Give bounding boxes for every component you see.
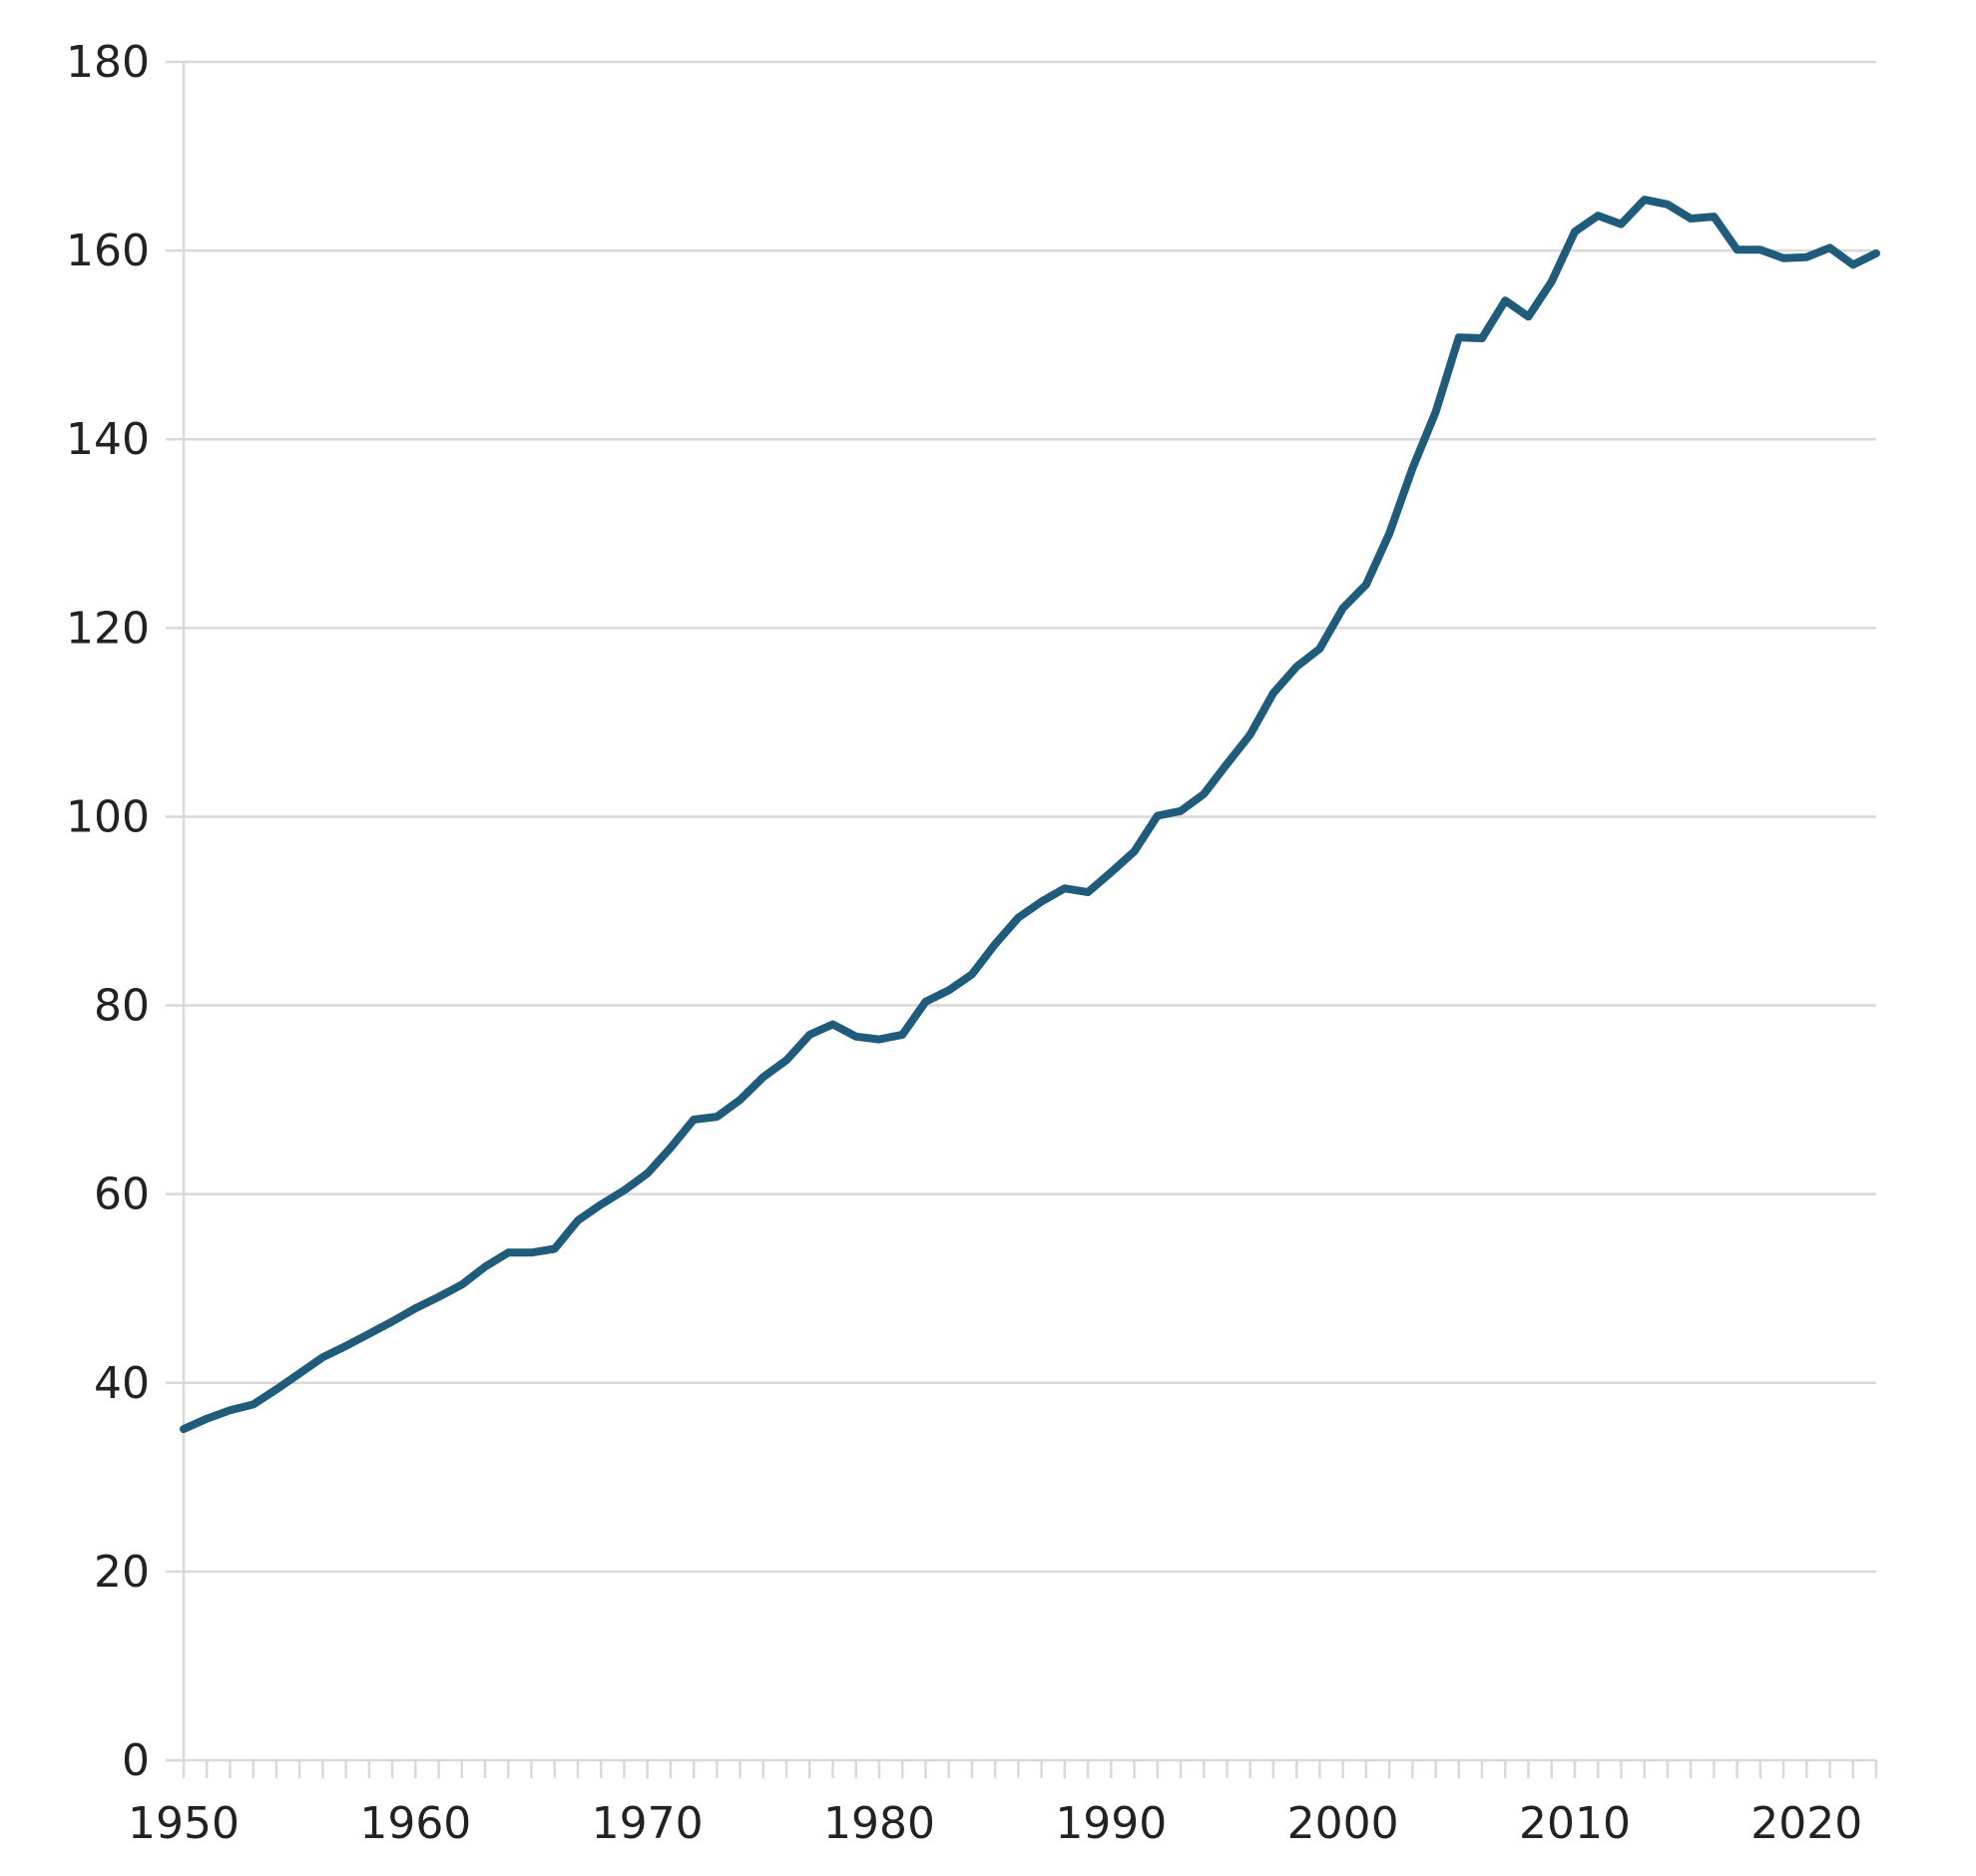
x-tick-label: 1950 — [128, 1798, 240, 1849]
y-tick-label: 80 — [94, 981, 150, 1032]
y-tick-label: 140 — [66, 414, 150, 465]
y-tick-label: 120 — [66, 603, 150, 654]
y-tick-label: 160 — [66, 226, 150, 276]
x-tick-label: 1980 — [823, 1798, 935, 1849]
series-group — [180, 196, 1880, 1434]
gridlines — [184, 60, 1876, 1574]
x-tick-label: 2010 — [1519, 1798, 1631, 1849]
x-tick-label: 1970 — [592, 1798, 704, 1849]
x-tick-label: 2000 — [1287, 1798, 1399, 1849]
y-tick-labels: 0 20 40 60 80 100 120 140 160 180 — [66, 37, 150, 1786]
x-tick-label: 1960 — [359, 1798, 471, 1849]
y-tick-label: 20 — [94, 1547, 150, 1598]
y-tick-label: 100 — [66, 791, 150, 842]
series-line — [180, 196, 1880, 1434]
y-tick-label: 0 — [122, 1735, 150, 1786]
axes — [166, 60, 1878, 1778]
x-tick-labels: 1950 1960 1970 1980 1990 2000 2010 2020 — [128, 1798, 1862, 1849]
x-tick-label: 2020 — [1750, 1798, 1862, 1849]
x-tick-label: 1990 — [1055, 1798, 1167, 1849]
y-tick-label: 40 — [94, 1358, 150, 1409]
y-tick-label: 180 — [66, 37, 150, 88]
y-tick-label: 60 — [94, 1170, 150, 1220]
